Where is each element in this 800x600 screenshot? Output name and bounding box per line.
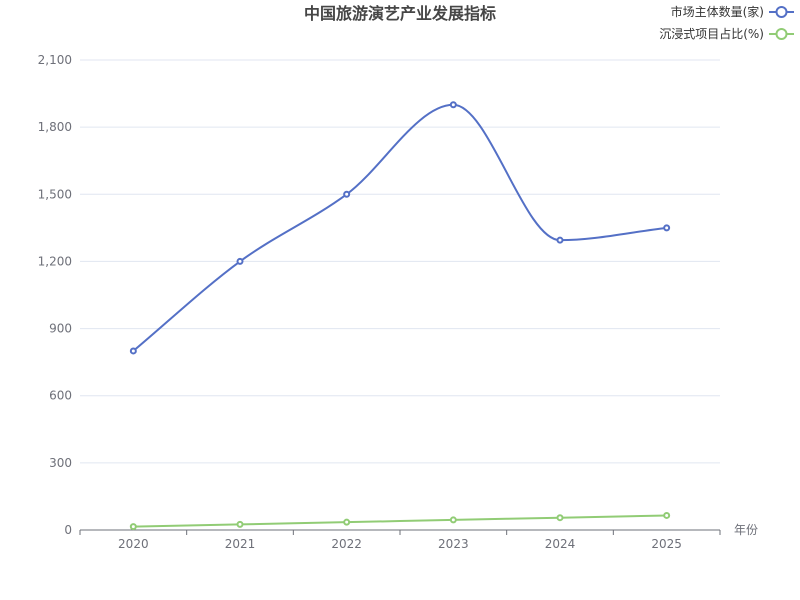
- series-line-1: [133, 514, 667, 528]
- x-tick-label: 2022: [331, 537, 362, 551]
- legend: 市场主体数量(家) 沉浸式项目占比(%): [659, 4, 794, 41]
- data-point-0-5[interactable]: [663, 224, 671, 232]
- data-point-0-2[interactable]: [343, 190, 351, 198]
- data-point-1-5[interactable]: [663, 511, 671, 519]
- x-axis: 2020 2021 2022 2023 2024 2025: [79, 529, 721, 551]
- legend-label-market-entities: 市场主体数量(家): [671, 4, 764, 19]
- y-tick-label: 300: [49, 456, 72, 470]
- y-tick-label: 1,200: [38, 254, 72, 268]
- data-point-0-3[interactable]: [449, 101, 457, 109]
- legend-item-market-entities[interactable]: 市场主体数量(家): [671, 4, 794, 19]
- grid-lines: [80, 59, 720, 464]
- legend-item-immersive-ratio[interactable]: 沉浸式项目占比(%): [659, 26, 794, 41]
- x-axis-name: 年份: [734, 523, 758, 537]
- data-point-0-0[interactable]: [129, 347, 137, 355]
- x-tick-label: 2020: [118, 537, 149, 551]
- series-layer: [129, 101, 671, 531]
- x-tick-label: 2021: [225, 537, 256, 551]
- data-point-1-1[interactable]: [236, 520, 244, 528]
- legend-marker-immersive-ratio: [775, 28, 788, 40]
- data-point-1-0[interactable]: [129, 523, 137, 531]
- y-tick-label: 900: [49, 322, 72, 336]
- data-point-1-4[interactable]: [556, 514, 564, 522]
- y-tick-label: 2,100: [38, 53, 72, 67]
- data-point-0-4[interactable]: [556, 236, 564, 244]
- y-axis-ticks: 0 300 600 900 1,200 1,500 1,800 2,100: [38, 53, 72, 537]
- y-tick-label: 1,500: [38, 187, 72, 201]
- x-tick-label: 2024: [545, 537, 576, 551]
- y-tick-label: 600: [49, 389, 72, 403]
- y-tick-label: 1,800: [38, 120, 72, 134]
- data-point-1-2[interactable]: [343, 518, 351, 526]
- series-line-0: [132, 103, 667, 352]
- legend-marker-market-entities: [775, 6, 788, 18]
- chart-title: 中国旅游演艺产业发展指标: [304, 4, 496, 23]
- x-tick-label: 2023: [438, 537, 469, 551]
- y-tick-label: 0: [64, 523, 72, 537]
- legend-label-immersive-ratio: 沉浸式项目占比(%): [659, 26, 764, 41]
- data-point-1-3[interactable]: [449, 516, 457, 524]
- x-tick-label: 2025: [651, 537, 682, 551]
- data-point-0-1[interactable]: [236, 257, 244, 265]
